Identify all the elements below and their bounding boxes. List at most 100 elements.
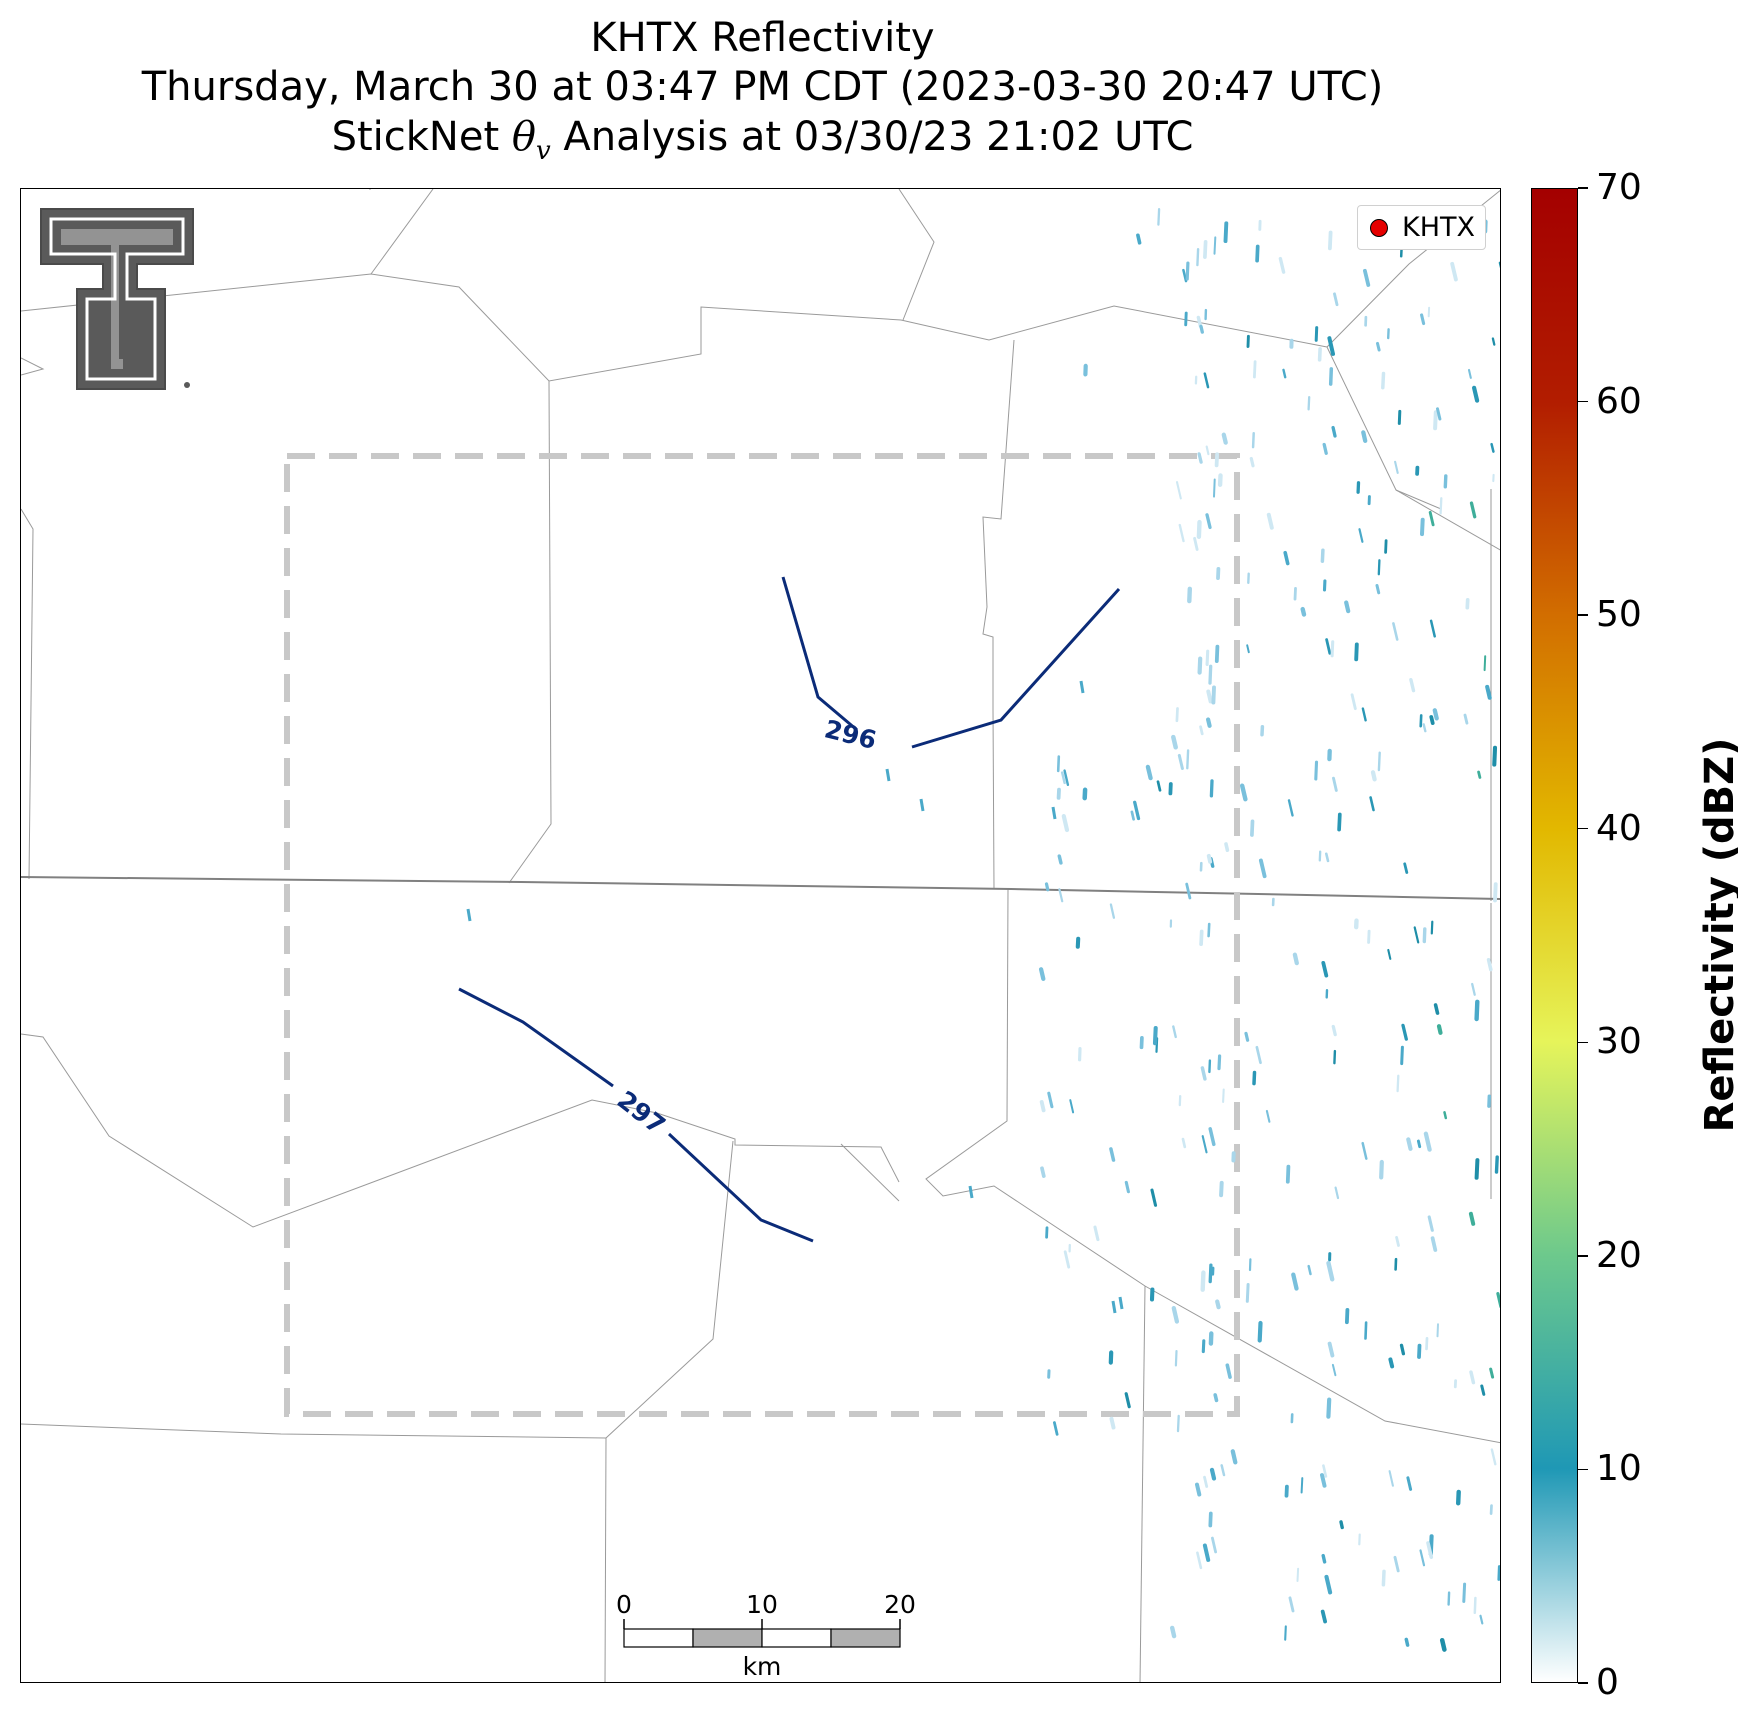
echo-streak xyxy=(1291,1272,1299,1291)
echo-streak xyxy=(1399,1343,1406,1356)
county-line xyxy=(840,1143,900,1202)
echo-streak xyxy=(1477,770,1482,779)
echo-streak xyxy=(1433,410,1438,431)
echo-streak xyxy=(1483,655,1487,672)
echo-streak xyxy=(1225,1363,1232,1379)
echo-streak xyxy=(1406,1137,1413,1151)
echo-streak xyxy=(1375,584,1381,595)
echo-streak xyxy=(1320,1473,1327,1488)
scale-seg-3 xyxy=(761,1628,832,1648)
echo-streak xyxy=(1331,1024,1337,1037)
echo-streak xyxy=(1221,432,1228,445)
echo-streak xyxy=(1419,714,1423,728)
echo-streak xyxy=(1468,1211,1476,1226)
echo-streak xyxy=(1328,230,1333,251)
echo-streak xyxy=(1199,725,1204,736)
echo-streak xyxy=(1436,1323,1439,1338)
echo-streak xyxy=(1061,813,1070,833)
echo-streak xyxy=(1205,717,1212,728)
colorbar-tick-label: 30 xyxy=(1596,1021,1642,1063)
echo-streak xyxy=(1157,208,1161,226)
echo-streak xyxy=(1208,1059,1212,1074)
map-panel[interactable]: 296 297 0 10 20 km KHTX xyxy=(20,188,1501,1683)
echo-streak xyxy=(1214,644,1220,664)
echo-streak xyxy=(1327,336,1335,356)
echo-streak xyxy=(1219,1180,1224,1198)
echo-streak xyxy=(1328,367,1334,386)
echo-streak xyxy=(1196,315,1203,328)
scale-seg-2 xyxy=(692,1628,763,1648)
echo-streak xyxy=(1474,1158,1480,1180)
echo-streak xyxy=(1252,1070,1257,1086)
echo-streak xyxy=(1384,539,1388,554)
echo-streak xyxy=(1363,268,1371,287)
echo-streak xyxy=(1395,1236,1400,1247)
echo-streak xyxy=(1396,1074,1400,1093)
echo-streak xyxy=(1044,882,1050,892)
scale-seg-1 xyxy=(623,1628,694,1648)
colorbar-tick-mark xyxy=(1578,187,1588,189)
echo-streak xyxy=(1287,799,1294,817)
echo-streak xyxy=(1361,430,1368,443)
echo-streak xyxy=(1109,1147,1116,1162)
echo-streak xyxy=(1392,622,1399,641)
echo-streak xyxy=(1489,1367,1495,1379)
echo-streak xyxy=(1417,1343,1422,1359)
map-title: KHTX Reflectivity xyxy=(590,15,935,61)
echo-streak xyxy=(1387,948,1392,960)
echo-streak xyxy=(1326,1260,1335,1282)
echo-streak xyxy=(1337,812,1342,832)
echo-streak xyxy=(1443,1111,1448,1120)
echo-streak xyxy=(1111,1300,1117,1314)
echo-streak xyxy=(1288,1596,1295,1613)
echo-streak xyxy=(1388,1357,1395,1369)
echo-streak xyxy=(1498,261,1500,269)
echo-streak xyxy=(1199,324,1204,334)
echo-streak xyxy=(1473,1596,1477,1615)
echo-streak xyxy=(1425,1337,1429,1351)
echo-streak xyxy=(1296,1567,1300,1582)
echo-streak xyxy=(1222,1088,1225,1103)
echo-streak xyxy=(466,908,472,922)
echo-streak xyxy=(1202,1543,1211,1562)
colorbar-tick-label: 0 xyxy=(1596,1662,1619,1703)
echo-streak xyxy=(1469,1370,1476,1385)
echo-streak xyxy=(1300,1477,1304,1494)
echo-streak xyxy=(1367,929,1371,944)
echo-streak xyxy=(919,798,925,812)
echo-streak xyxy=(1057,854,1063,865)
echo-streak xyxy=(1184,311,1188,327)
colorbar-tick-label: 20 xyxy=(1596,1234,1642,1276)
colorbar-tick-mark xyxy=(1578,827,1588,830)
echo-streak xyxy=(1118,1296,1124,1310)
echo-streak xyxy=(1331,1363,1337,1377)
echo-streak xyxy=(1156,780,1162,792)
echo-streak xyxy=(1436,1024,1443,1035)
echo-streak xyxy=(1185,261,1190,281)
colorbar-title: Reflectivity (dBZ) xyxy=(1697,737,1738,1133)
echo-streak xyxy=(1320,1609,1327,1624)
echo-streak xyxy=(1038,967,1046,981)
echo-streak xyxy=(1196,248,1200,267)
echo-streak xyxy=(1381,1569,1386,1587)
echo-streak xyxy=(1133,800,1141,821)
colorbar-tick-label: 70 xyxy=(1596,167,1642,208)
echo-streak xyxy=(1429,619,1436,638)
map-canvas[interactable]: 296 297 0 10 20 km xyxy=(21,189,1501,1683)
echo-streak xyxy=(1420,517,1425,537)
echo-streak xyxy=(1401,1023,1408,1041)
echo-streak xyxy=(1039,1100,1046,1113)
echo-streak xyxy=(1494,1155,1499,1174)
echo-streak xyxy=(1214,452,1219,468)
echo-streak xyxy=(1430,1236,1438,1252)
echo-streak xyxy=(1244,1031,1250,1042)
echo-streak xyxy=(1215,1299,1221,1310)
echo-streak xyxy=(1314,326,1319,342)
echo-streak xyxy=(1331,425,1337,438)
echo-streak xyxy=(1251,432,1255,449)
echo-streak xyxy=(1182,268,1188,283)
echo-streak xyxy=(1250,819,1255,837)
contour-297-line-b xyxy=(667,1132,814,1243)
colorbar-tick-mark xyxy=(1578,614,1588,616)
echo-streak xyxy=(1467,368,1472,379)
